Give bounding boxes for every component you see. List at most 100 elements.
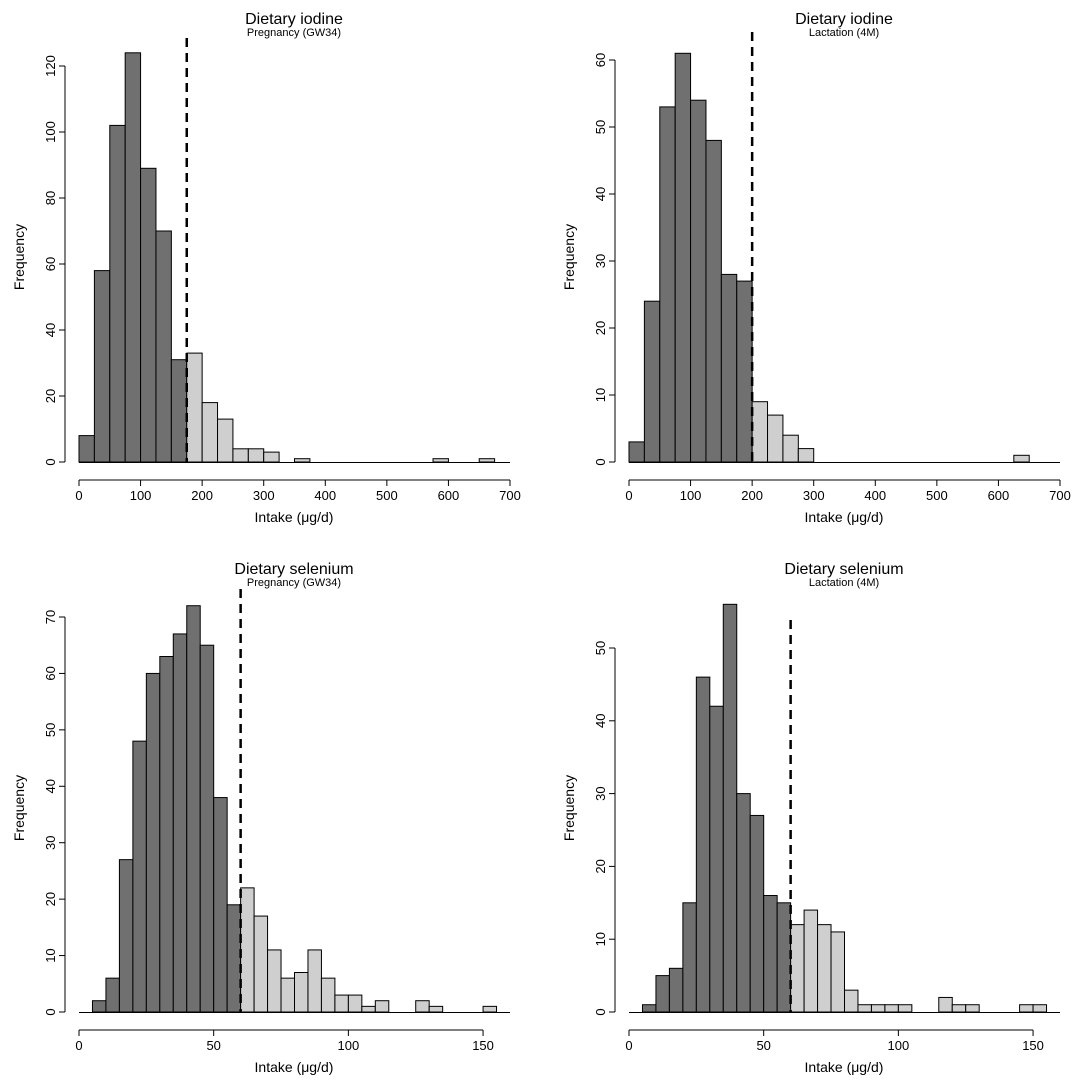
x-tick-label: 200 xyxy=(741,488,763,503)
y-tick-label: 50 xyxy=(43,723,58,737)
histogram-bar xyxy=(844,989,859,1013)
y-tick-label: 80 xyxy=(43,191,58,205)
y-axis-label: Frequency xyxy=(561,775,577,841)
y-tick-label: 60 xyxy=(43,666,58,680)
panel-subtitle: Lactation (4M) xyxy=(809,577,879,589)
x-tick-label: 100 xyxy=(888,1038,910,1053)
histogram-bar xyxy=(132,740,147,1013)
x-tick-label: 300 xyxy=(253,488,275,503)
histogram-bar xyxy=(294,458,311,463)
histogram-bar xyxy=(334,994,349,1013)
x-tick-label: 700 xyxy=(499,488,521,503)
histogram-bar xyxy=(201,402,219,463)
x-axis-label: Intake (μg/d) xyxy=(255,509,334,525)
histogram-bar xyxy=(1013,454,1030,463)
histogram-bar xyxy=(736,793,751,1013)
histogram-bar xyxy=(240,887,255,1013)
histogram-bar xyxy=(782,434,799,463)
histogram-bar xyxy=(709,705,724,1013)
y-axis-label: Frequency xyxy=(561,224,577,290)
x-axis-label: Intake (μg/d) xyxy=(805,1059,884,1075)
histogram-bar xyxy=(374,1000,390,1013)
x-tick-label: 500 xyxy=(376,488,398,503)
x-tick-label: 600 xyxy=(438,488,460,503)
histogram-bar xyxy=(482,1005,498,1013)
histogram-bar xyxy=(307,949,322,1013)
histogram-bar xyxy=(124,52,142,463)
histogram-bar xyxy=(682,902,697,1013)
y-tick-label: 10 xyxy=(43,948,58,962)
y-tick-label: 20 xyxy=(43,389,58,403)
x-tick-label: 0 xyxy=(625,488,632,503)
y-tick-label: 120 xyxy=(43,55,58,77)
histogram-bar xyxy=(145,672,161,1013)
panel-iodine-pregnancy: Dietary iodine Pregnancy (GW34) Intake (… xyxy=(11,11,521,525)
x-tick-label: 500 xyxy=(926,488,948,503)
histogram-bar xyxy=(199,644,215,1013)
x-tick-label: 100 xyxy=(338,1038,360,1053)
y-tick-label: 60 xyxy=(43,257,58,271)
x-tick-label: 700 xyxy=(1049,488,1071,503)
histogram-bar xyxy=(253,915,269,1013)
panel-subtitle: Pregnancy (GW34) xyxy=(247,577,341,589)
histogram-bar xyxy=(105,977,120,1013)
y-tick-label: 60 xyxy=(593,53,608,67)
y-tick-label: 0 xyxy=(43,1008,58,1015)
y-tick-label: 10 xyxy=(593,388,608,402)
histogram-bar xyxy=(767,414,784,463)
histogram-bar xyxy=(186,605,201,1013)
y-tick-label: 40 xyxy=(43,323,58,337)
y-tick-label: 20 xyxy=(593,859,608,873)
x-tick-label: 150 xyxy=(472,1038,494,1053)
y-tick-label: 50 xyxy=(593,641,608,655)
x-tick-label: 50 xyxy=(756,1038,770,1053)
x-tick-label: 100 xyxy=(680,488,702,503)
panel-selenium-lactation: Dietary selenium Lactation (4M) Intake (… xyxy=(561,561,1060,1075)
y-axis-label: Frequency xyxy=(11,775,27,841)
histogram-bar xyxy=(1032,1004,1048,1013)
y-tick-label: 20 xyxy=(43,892,58,906)
histogram-bar xyxy=(749,814,765,1013)
y-tick-label: 40 xyxy=(593,714,608,728)
histogram-bar xyxy=(294,972,309,1013)
histogram-bar xyxy=(109,124,126,463)
x-axis-label: Intake (μg/d) xyxy=(805,509,884,525)
histogram-bar xyxy=(172,633,188,1013)
x-tick-label: 0 xyxy=(75,488,82,503)
x-tick-label: 150 xyxy=(1022,1038,1044,1053)
histogram-bar xyxy=(722,603,738,1013)
histogram-bar xyxy=(641,1004,657,1013)
x-tick-label: 100 xyxy=(130,488,152,503)
histogram-bar xyxy=(118,859,134,1013)
histogram-bar xyxy=(668,967,684,1013)
histogram-bar xyxy=(705,139,722,463)
y-tick-label: 30 xyxy=(43,835,58,849)
x-axis-label: Intake (μg/d) xyxy=(255,1059,334,1075)
y-tick-label: 30 xyxy=(593,786,608,800)
histogram-bar xyxy=(280,977,295,1013)
y-axis-label: Frequency xyxy=(11,224,27,290)
x-tick-label: 0 xyxy=(625,1038,632,1053)
histogram-bar xyxy=(690,99,707,463)
x-tick-label: 400 xyxy=(314,488,336,503)
histogram-bar xyxy=(432,458,449,463)
panel-subtitle: Lactation (4M) xyxy=(809,27,879,39)
histogram-bar xyxy=(263,451,280,463)
histogram-bar xyxy=(93,270,111,463)
panel-subtitle: Pregnancy (GW34) xyxy=(247,27,341,39)
histogram-bar xyxy=(763,895,778,1013)
histogram-bar xyxy=(797,448,815,463)
panel-title: Dietary iodine xyxy=(245,11,343,28)
histogram-bar xyxy=(347,994,363,1013)
y-tick-label: 0 xyxy=(593,1008,608,1015)
histogram-bar xyxy=(870,1004,886,1013)
histogram-bar xyxy=(415,1000,430,1013)
panel-title: Dietary selenium xyxy=(784,561,903,578)
histogram-bar xyxy=(830,931,845,1013)
histogram-bar xyxy=(226,904,242,1013)
histogram-bar xyxy=(897,1004,913,1013)
y-tick-label: 0 xyxy=(43,458,58,465)
x-tick-label: 300 xyxy=(803,488,825,503)
y-tick-label: 30 xyxy=(593,254,608,268)
histogram-bar xyxy=(817,924,832,1013)
